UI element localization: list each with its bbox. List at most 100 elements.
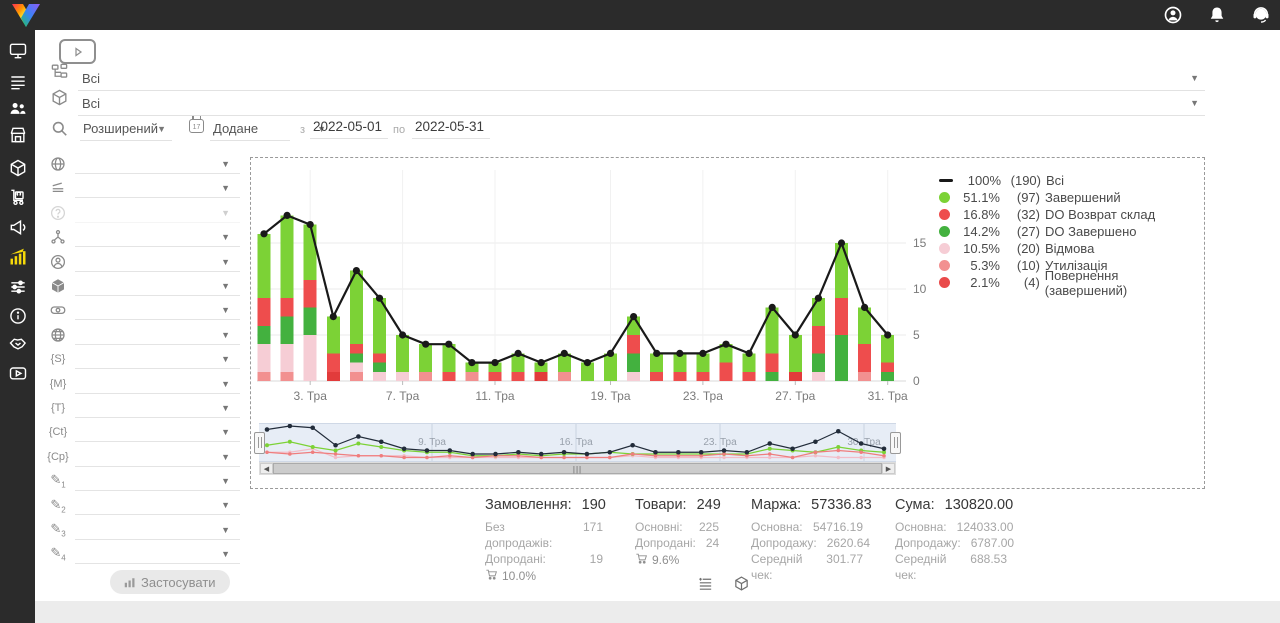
navigator-right-handle[interactable]: [890, 432, 901, 454]
filter-select-unknown[interactable]: ▼: [75, 202, 240, 223]
stat-subrow: Основна: 124033.00: [895, 520, 1014, 534]
filter-select-custom-4[interactable]: ▼: [75, 543, 240, 565]
filter-select-custom-1[interactable]: ▼: [75, 470, 240, 492]
filter-row-custom-1: ✎1 ▼: [46, 469, 240, 493]
summary-stats: Замовлення: 190 Без допродажів: 171 Допродан…: [485, 497, 1014, 584]
info-icon: [8, 306, 28, 331]
filter-select-structure[interactable]: ▼: [75, 226, 240, 248]
category-filter-select[interactable]: Всі ▼: [78, 68, 1205, 91]
pencil-icon: ✎1: [50, 472, 66, 490]
profile-icon[interactable]: [1162, 4, 1184, 26]
filter-row-custom-4: ✎4 ▼: [46, 542, 240, 566]
chevron-down-icon: ▼: [221, 329, 230, 340]
braces-s-icon: {S}: [50, 353, 66, 366]
filter-select-custom-2[interactable]: ▼: [75, 494, 240, 516]
scrollbar-thumb[interactable]: |||: [273, 463, 882, 474]
legend-item[interactable]: 51.1% (97) Завершений: [939, 189, 1204, 206]
chevron-down-icon: ▼: [221, 451, 230, 462]
series-dot-icon: [939, 192, 950, 203]
legend-item[interactable]: 2.1% (4) Повернення (завершений): [939, 268, 1204, 298]
filter-select-product[interactable]: ▼: [75, 275, 240, 296]
app-logo: [7, 1, 45, 29]
banknote-icon: [48, 300, 68, 320]
sidebar-item-store[interactable]: [0, 124, 35, 150]
from-date-input[interactable]: 2022-05-01: [310, 119, 388, 139]
filter-select-manager[interactable]: ▼: [75, 251, 240, 272]
search-mode-select[interactable]: Розширений ▼: [80, 119, 172, 141]
chart-panel: 0 5 10 15 3. Тра 7. Тра 11. Тра 19. Тра 23. Тра 2…: [250, 157, 1205, 489]
upsell-share: 10.0%: [485, 568, 603, 584]
sidebar-item-marketing[interactable]: [0, 216, 35, 242]
chevron-down-icon: ▼: [221, 354, 230, 365]
sidebar-item-analytics[interactable]: [0, 246, 35, 272]
sidebar-item-monitor[interactable]: [0, 40, 35, 66]
chevron-down-icon: ▼: [1190, 73, 1199, 83]
list-icon: [8, 72, 28, 97]
stat-value: 130820.00: [944, 497, 1014, 513]
chevron-down-icon: ▼: [221, 256, 230, 267]
filter-select-utm-source[interactable]: ▼: [75, 348, 240, 370]
category-filter-value: Всі: [82, 71, 101, 86]
chevron-down-icon: ▼: [221, 402, 230, 413]
chart-navigator[interactable]: 9. Тра 16. Тра 23. Тра 30. Тра: [254, 423, 901, 462]
scroll-right-button[interactable]: ▶: [882, 463, 895, 474]
sidebar-item-video[interactable]: [0, 362, 35, 388]
chart-scrollbar[interactable]: ◀ ||| ▶: [259, 462, 896, 475]
sidebar-item-settings[interactable]: [0, 276, 35, 302]
filter-select-country[interactable]: ▼: [75, 153, 240, 174]
to-date-input[interactable]: 2022-05-31: [412, 119, 490, 139]
filter-select-utm-medium[interactable]: ▼: [75, 373, 240, 394]
apply-button[interactable]: Застосувати: [110, 570, 230, 594]
filter-select-status-lines[interactable]: ▼: [75, 177, 240, 199]
filter-row-product: ▼: [46, 274, 240, 298]
filter-select-utm-content[interactable]: ▼: [75, 421, 240, 443]
filter-select-custom-3[interactable]: ▼: [75, 519, 240, 540]
scrollbar-grip-icon: |||: [572, 465, 583, 474]
video-tutorial-button[interactable]: [59, 39, 96, 64]
filter-select-utm-campaign[interactable]: ▼: [75, 446, 240, 467]
svg-text:31. Тра: 31. Тра: [868, 389, 908, 403]
filter-select-source[interactable]: ▼: [75, 324, 240, 345]
search-icon: [50, 119, 69, 143]
stat-title: Сума:: [895, 497, 935, 513]
filter-select-payment[interactable]: ▼: [75, 299, 240, 321]
orders-view-toggle[interactable]: [697, 575, 715, 593]
box-solid-icon: [48, 276, 68, 296]
legend-item[interactable]: 10.5% (20) Відмова: [939, 240, 1204, 257]
svg-text:9. Тра: 9. Тра: [418, 437, 446, 448]
svg-text:0: 0: [913, 374, 920, 388]
sliders-icon: [8, 277, 28, 302]
legend-item[interactable]: 100% (190) Всі: [939, 172, 1204, 189]
stat-subrow: Середній чек: 688.53: [895, 552, 1007, 582]
braces-cp-icon: {Cp}: [47, 450, 69, 463]
sidebar-item-orders-list[interactable]: [0, 71, 35, 97]
sidebar-item-partners[interactable]: [0, 332, 35, 358]
pen-lines-icon: [48, 178, 68, 198]
pencil-icon: ✎4: [50, 545, 66, 564]
support-icon[interactable]: [1250, 4, 1272, 26]
chart-legend: 100% (190) Всі 51.1% (97) Завершений 16.8% (32)…: [939, 172, 1204, 298]
sidebar-item-products[interactable]: [0, 157, 35, 183]
svg-text:19. Тра: 19. Тра: [590, 389, 630, 403]
series-dot-icon: [939, 243, 950, 254]
svg-text:10: 10: [913, 282, 927, 296]
products-view-toggle[interactable]: [733, 575, 751, 593]
upsell-share: 9.6%: [635, 552, 719, 568]
sidebar-item-info[interactable]: [0, 305, 35, 331]
date-field-select[interactable]: Додане ▼: [210, 119, 326, 141]
product-filter-select[interactable]: Всі ▼: [78, 93, 1205, 116]
sidebar: [0, 30, 35, 623]
notifications-icon[interactable]: [1206, 4, 1228, 26]
chevron-down-icon: ▼: [221, 159, 230, 169]
legend-item[interactable]: 16.8% (32) DO Возврат склад: [939, 206, 1204, 223]
sidebar-item-clients[interactable]: [0, 97, 35, 123]
legend-item[interactable]: 14.2% (27) DO Завершено: [939, 223, 1204, 240]
scroll-left-button[interactable]: ◀: [260, 463, 273, 474]
filter-select-utm-term[interactable]: ▼: [75, 397, 240, 418]
series-dot-icon: [939, 226, 950, 237]
sidebar-item-supply[interactable]: [0, 186, 35, 212]
legend-item[interactable]: 5.3% (10) Утилізація: [939, 257, 1204, 274]
top-bar: [0, 0, 1280, 30]
navigator-left-handle[interactable]: [254, 432, 265, 454]
category-tree-icon: [50, 62, 69, 86]
